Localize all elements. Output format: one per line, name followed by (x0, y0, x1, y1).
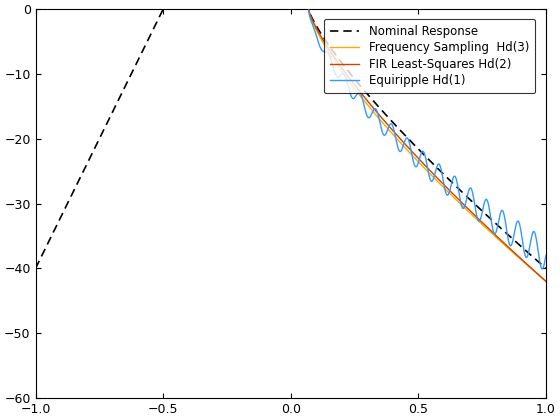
Nominal Response (543, 266, 549, 271)
FIR Least-Squares Hd(2) (543, 279, 549, 284)
Nominal Response (120, 86, 127, 91)
Nominal Response (250, 7, 257, 12)
Line: Frequency Sampling  Hd(3): Frequency Sampling Hd(3) (309, 10, 546, 281)
Nominal Response (533, 257, 539, 262)
Frequency Sampling  Hd(3) (543, 279, 549, 284)
Equiripple Hd(1) (478, 215, 484, 220)
Equiripple Hd(1) (533, 234, 539, 239)
Line: FIR Least-Squares Hd(2): FIR Least-Squares Hd(2) (309, 10, 546, 281)
Frequency Sampling  Hd(3) (478, 221, 484, 226)
Nominal Response (228, 7, 235, 12)
FIR Least-Squares Hd(2) (478, 219, 484, 224)
Line: Equiripple Hd(1): Equiripple Hd(1) (309, 10, 546, 269)
Line: Nominal Response: Nominal Response (35, 9, 546, 268)
Frequency Sampling  Hd(3) (533, 270, 539, 275)
Legend: Nominal Response, Frequency Sampling  Hd(3), FIR Least-Squares Hd(2), Equiripple: Nominal Response, Frequency Sampling Hd(… (324, 19, 535, 93)
Equiripple Hd(1) (543, 253, 549, 258)
Nominal Response (90, 147, 97, 152)
Nominal Response (478, 207, 484, 213)
Nominal Response (160, 7, 166, 12)
FIR Least-Squares Hd(2) (533, 270, 539, 275)
Nominal Response (32, 266, 39, 271)
